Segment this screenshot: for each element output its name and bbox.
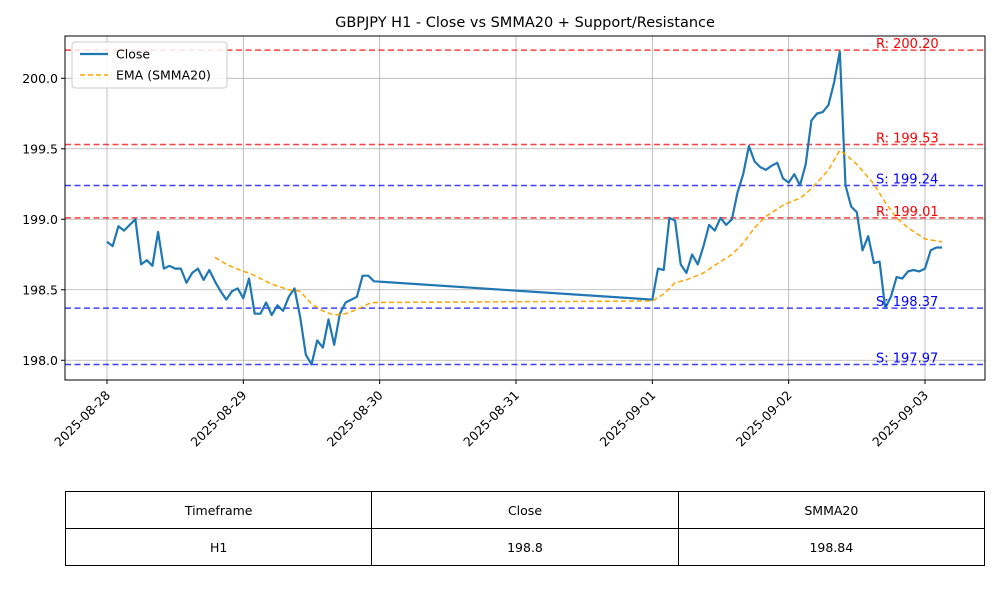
table-header-close: Close	[371, 491, 679, 529]
table-cell-smma20: 198.84	[677, 528, 986, 566]
plot-frame	[64, 35, 986, 381]
x-tick-label: 2025-08-31	[460, 388, 522, 450]
y-tick-label: 199.5	[22, 141, 58, 156]
support-resistance-labels: R: 200.20 R: 199.53 S: 199.24 R: 199.01 S: 1…	[876, 37, 939, 366]
x-axis: 2025-08-28 2025-08-29 2025-08-30 2025-08-31…	[51, 380, 931, 449]
x-tick-label: 2025-09-03	[869, 388, 931, 450]
x-tick-label: 2025-08-30	[324, 387, 386, 449]
legend-smma-label: EMA (SMMA20)	[116, 68, 211, 83]
table-header-smma20: SMMA20	[677, 491, 986, 529]
y-axis: 198.0 198.5 199.0 199.5 200.0	[22, 71, 65, 368]
x-tick-label: 2025-09-02	[733, 388, 795, 450]
x-tick-label: 2025-08-29	[187, 387, 249, 449]
resistance-label: R: 200.20	[876, 37, 939, 52]
chart-title: GBPJPY H1 - Close vs SMMA20 + Support/Re…	[335, 15, 715, 31]
support-resistance-lines	[65, 49, 985, 366]
support-label: S: 198.37	[876, 295, 938, 310]
resistance-label: R: 199.01	[876, 205, 939, 220]
legend-box	[71, 41, 228, 89]
close-series-line	[106, 50, 942, 366]
support-label: S: 199.24	[876, 172, 938, 187]
smma20-series-line	[214, 149, 943, 316]
table-row: H1 198.8 198.84	[64, 528, 986, 566]
y-tick-label: 200.0	[22, 71, 58, 86]
legend-close-label: Close	[116, 47, 150, 62]
summary-table: Timeframe Close SMMA20 H1 198.8 198.84	[64, 491, 986, 566]
legend: Close EMA (SMMA20)	[71, 41, 228, 89]
y-tick-label: 198.5	[22, 282, 58, 297]
table-cell-close: 198.8	[371, 528, 679, 566]
table-header-row: Timeframe Close SMMA20	[64, 491, 986, 529]
resistance-label: R: 199.53	[876, 132, 939, 147]
x-tick-label: 2025-09-01	[596, 388, 658, 450]
support-label: S: 197.97	[876, 351, 938, 366]
series-lines	[106, 50, 943, 366]
y-tick-label: 198.0	[22, 353, 58, 368]
table-cell-timeframe: H1	[64, 528, 373, 566]
table-header-timeframe: Timeframe	[64, 491, 373, 529]
y-tick-label: 199.0	[22, 212, 58, 227]
chart: GBPJPY H1 - Close vs SMMA20 + Support/Re…	[22, 15, 986, 449]
x-tick-label: 2025-08-28	[51, 387, 113, 449]
